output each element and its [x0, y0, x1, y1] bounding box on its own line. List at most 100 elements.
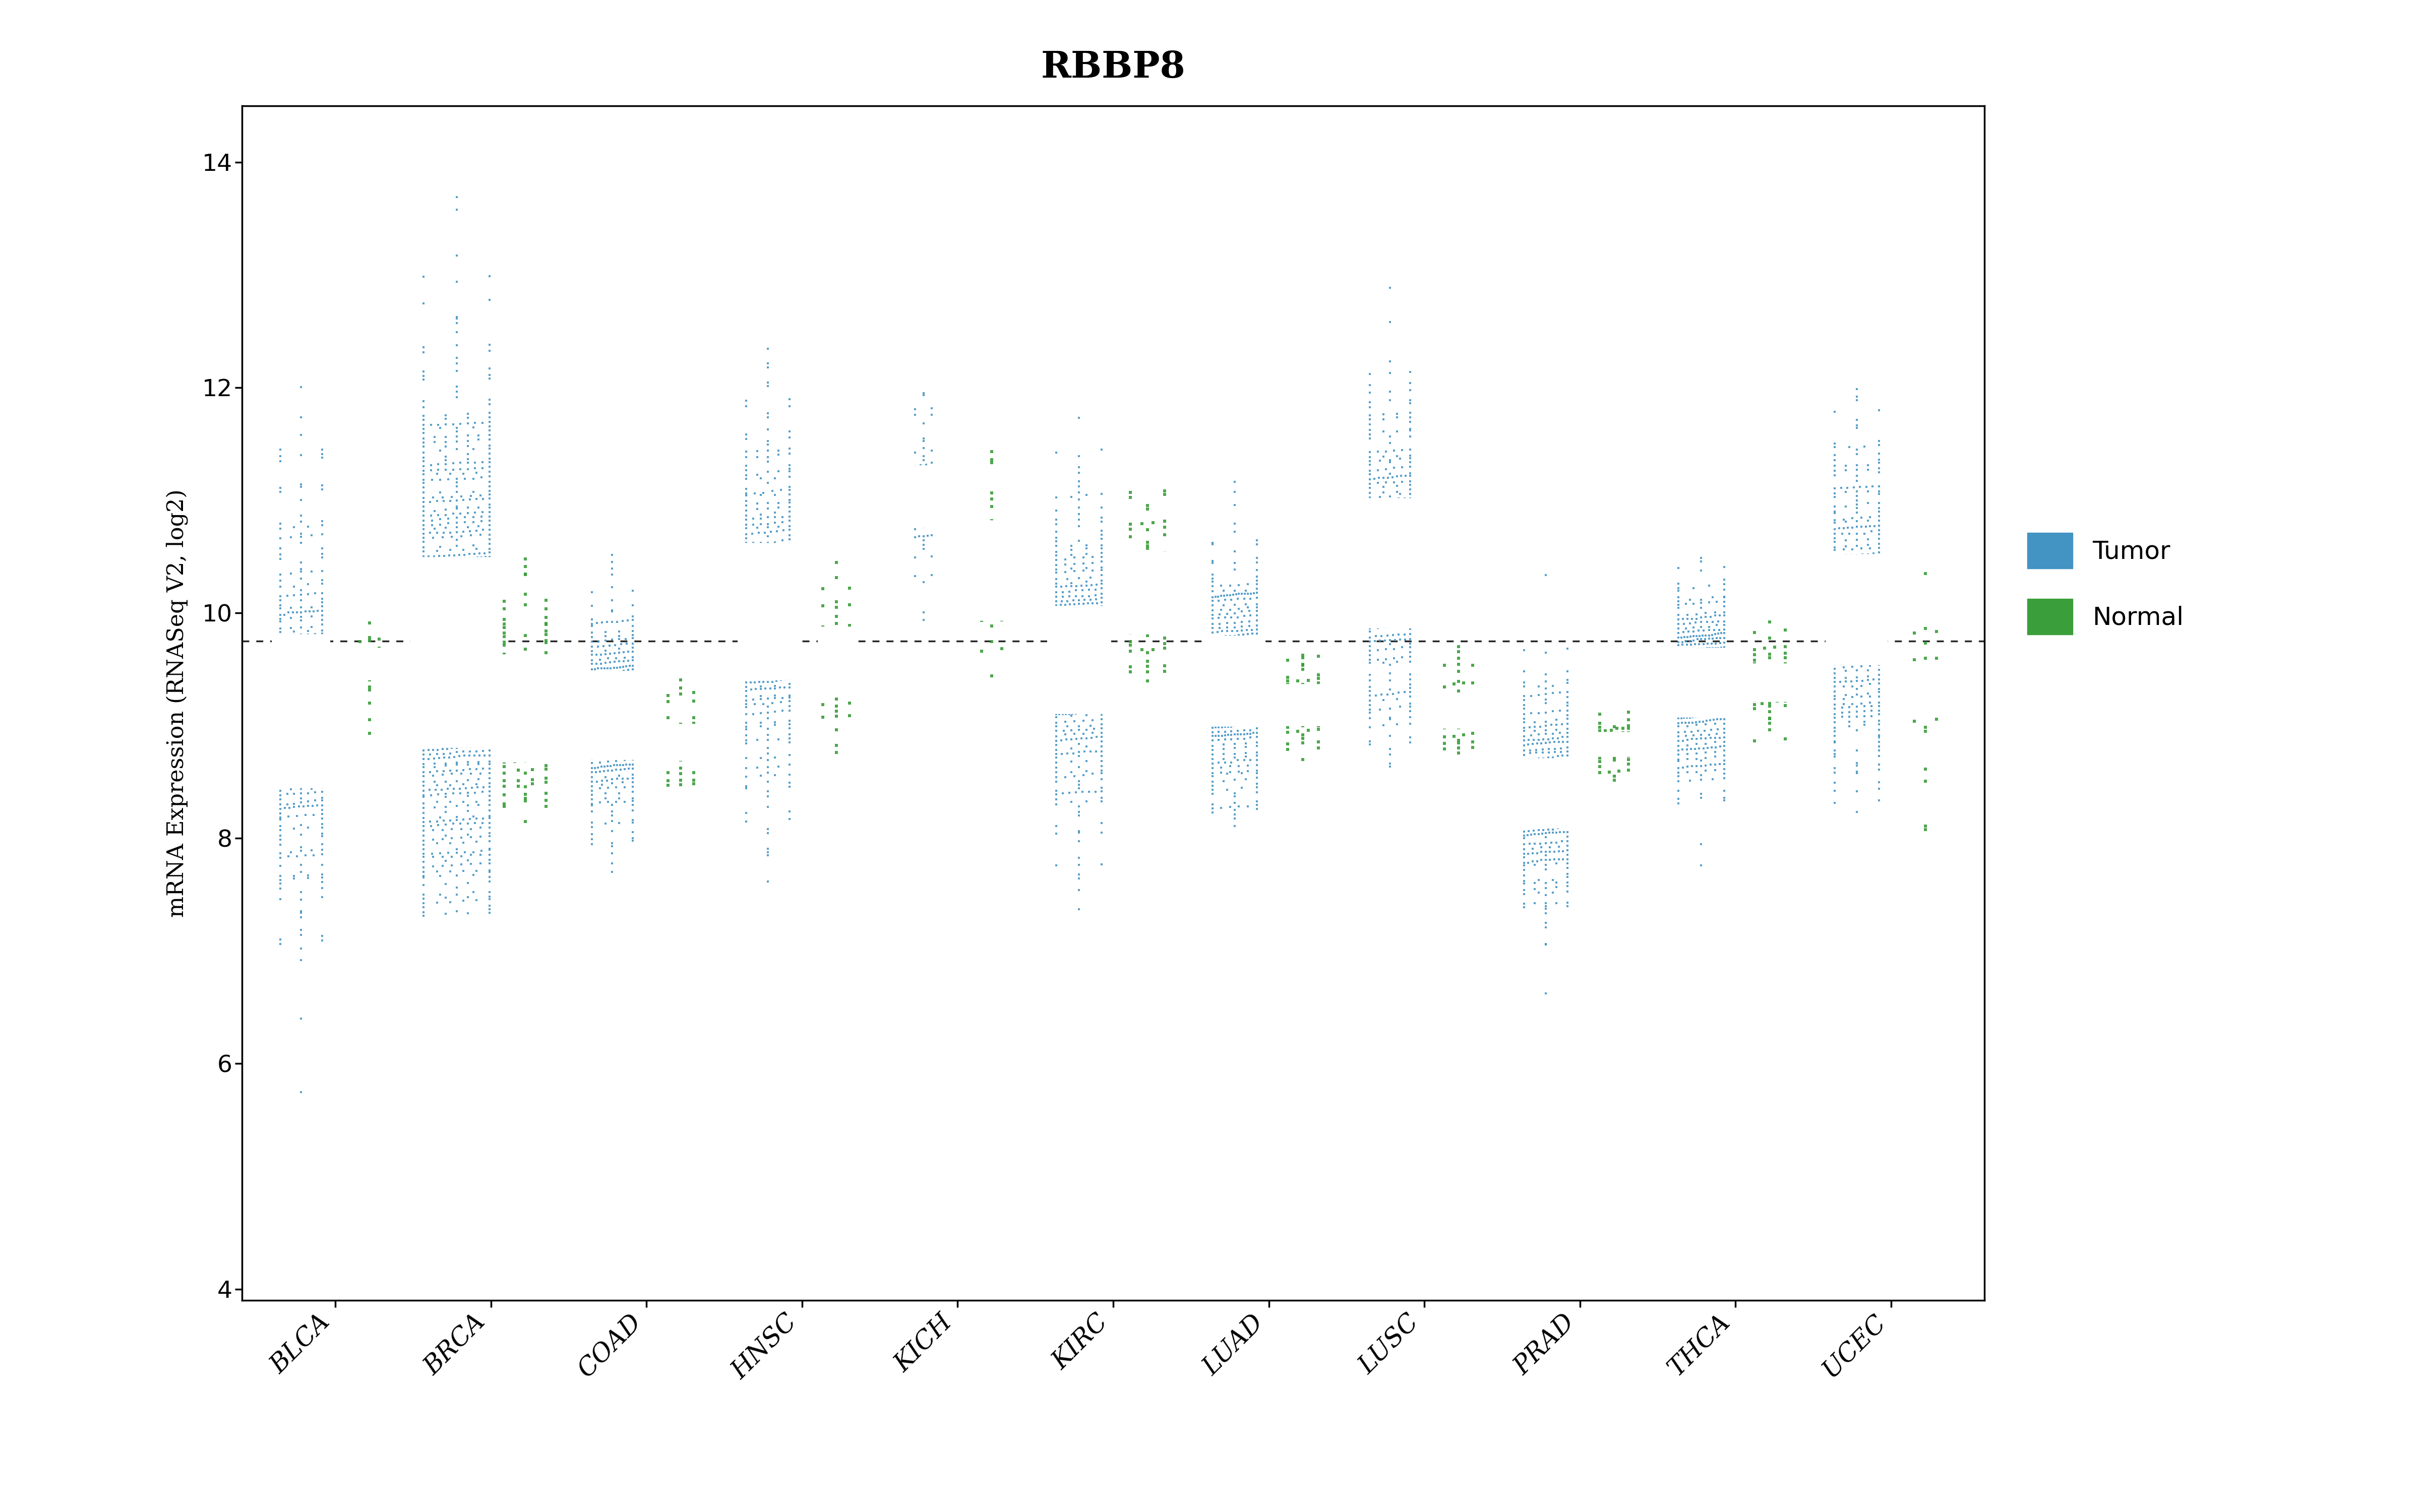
Point	[818, 705, 857, 729]
Point	[1820, 621, 1859, 646]
Point	[1198, 686, 1237, 711]
Point	[1050, 593, 1089, 617]
Point	[762, 614, 801, 638]
Point	[1082, 519, 1120, 543]
Point	[1055, 659, 1094, 683]
Point	[1549, 880, 1588, 904]
Point	[748, 770, 786, 794]
Point	[484, 624, 523, 649]
Point	[281, 726, 319, 750]
Point	[469, 631, 508, 655]
Point	[419, 742, 457, 767]
Point	[600, 659, 639, 683]
Point	[266, 638, 305, 662]
Point	[1392, 680, 1430, 705]
Point	[770, 559, 808, 584]
Point	[455, 479, 494, 503]
Point	[269, 696, 307, 720]
Point	[1200, 643, 1239, 667]
Point	[905, 537, 944, 561]
Point	[1365, 402, 1404, 426]
Point	[1060, 878, 1099, 903]
Point	[748, 761, 786, 785]
Point	[448, 434, 486, 458]
Point	[895, 463, 934, 487]
Point	[983, 637, 1021, 661]
Point	[1527, 662, 1566, 686]
Point	[726, 643, 765, 667]
Point	[1827, 534, 1866, 558]
Point	[1696, 671, 1735, 696]
Point	[426, 620, 465, 644]
Point	[1227, 650, 1266, 674]
Point	[288, 689, 327, 714]
Point	[912, 562, 951, 587]
Point	[1215, 602, 1254, 626]
Point	[753, 520, 791, 544]
Point	[438, 416, 477, 440]
Point	[261, 617, 300, 641]
Point	[433, 670, 472, 694]
Point	[426, 425, 465, 449]
Point	[261, 818, 300, 842]
Point	[1067, 614, 1106, 638]
Point	[443, 668, 482, 692]
Point	[1050, 656, 1089, 680]
Point	[1849, 668, 1888, 692]
Point	[424, 688, 462, 712]
Point	[610, 753, 649, 777]
Point	[1392, 419, 1430, 443]
Point	[1505, 842, 1544, 866]
Point	[1232, 689, 1270, 714]
Point	[1365, 507, 1404, 531]
Point	[409, 729, 448, 753]
Point	[1217, 646, 1256, 670]
Point	[409, 549, 448, 573]
Point	[593, 556, 632, 581]
Point	[1065, 623, 1104, 647]
Point	[1058, 659, 1096, 683]
Point	[1227, 694, 1266, 718]
Point	[433, 458, 472, 482]
Point	[736, 597, 774, 621]
Point	[1445, 671, 1483, 696]
Point	[1193, 612, 1232, 637]
Point	[1387, 627, 1425, 652]
Point	[411, 706, 450, 730]
Point	[1837, 479, 1876, 503]
Point	[411, 467, 450, 491]
Point	[450, 717, 489, 741]
Point	[1859, 662, 1897, 686]
Point	[271, 679, 310, 703]
Point	[574, 624, 612, 649]
Point	[1508, 765, 1546, 789]
Point	[574, 794, 612, 818]
Point	[1750, 609, 1788, 634]
Point	[1350, 395, 1389, 419]
Point	[302, 862, 341, 886]
Point	[1193, 615, 1232, 640]
Point	[1534, 776, 1573, 800]
Point	[455, 587, 494, 611]
Point	[1440, 652, 1479, 676]
Point	[1367, 606, 1406, 631]
Point	[658, 745, 697, 770]
Point	[770, 644, 808, 668]
Point	[1832, 537, 1871, 561]
Point	[593, 767, 632, 791]
Point	[1604, 717, 1643, 741]
Point	[273, 600, 312, 624]
Point	[1229, 685, 1268, 709]
Point	[295, 694, 334, 718]
Point	[1045, 679, 1084, 703]
Point	[431, 661, 469, 685]
Point	[1684, 705, 1723, 729]
Point	[736, 677, 774, 702]
Point	[581, 727, 620, 751]
Point	[288, 782, 327, 806]
Point	[767, 585, 806, 609]
Point	[1237, 676, 1275, 700]
Point	[484, 732, 523, 756]
Point	[443, 735, 482, 759]
Point	[1205, 643, 1244, 667]
